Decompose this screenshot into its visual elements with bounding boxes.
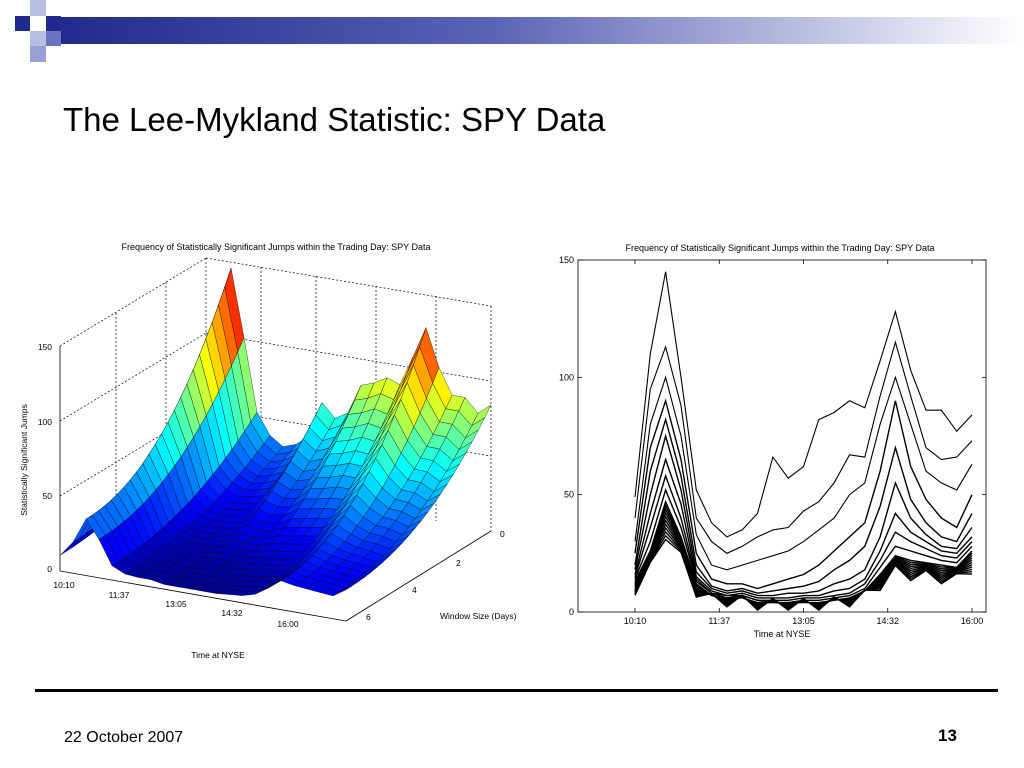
y-tick-label: 4: [412, 585, 417, 595]
x-tick-label: 14:32: [221, 608, 243, 618]
x-tick-label: 13:05: [165, 599, 187, 609]
page-number: 13: [938, 726, 957, 745]
line-chart: Frequency of Statistically Significant J…: [559, 243, 987, 639]
line-chart-series: [634, 271, 973, 612]
x-tick-label: 13:05: [792, 616, 815, 626]
series-line: [634, 433, 973, 597]
x-axis-label: Time at NYSE: [754, 629, 811, 639]
series-line: [634, 375, 973, 571]
corner-square-5: [46, 31, 61, 46]
corner-square-4: [30, 31, 46, 46]
y-tick-label: 0: [500, 529, 505, 539]
surface-axes: [59, 346, 492, 622]
y-tick-label: 100: [559, 372, 574, 382]
footer-rule: [35, 689, 998, 692]
x-tick-label: 16:00: [961, 616, 984, 626]
surface-patch: [59, 537, 80, 556]
header-gradient-bar: [60, 17, 1024, 44]
line-chart-ticks: 0 50 100 150 10:10 11:37 13:05 14:32 16:00: [559, 255, 986, 626]
y-tick-label: 150: [559, 255, 574, 265]
surface-chart: Frequency of Statistically Significant J…: [19, 242, 517, 660]
x-tick-label: 16:00: [277, 619, 299, 629]
surface-patch: [332, 585, 353, 597]
x-tick-label: 10:10: [53, 580, 75, 590]
z-ticks: 150 100 50 0: [38, 342, 52, 574]
footer-date: 22 October 2007: [64, 729, 184, 746]
surface-ridges: [59, 267, 492, 597]
x-tick-label: 14:32: [876, 616, 899, 626]
series-line: [634, 417, 973, 594]
surface-chart-title: Frequency of Statistically Significant J…: [122, 242, 431, 252]
corner-square-6: [30, 46, 46, 62]
z-tick-label: 0: [47, 564, 52, 574]
x-tick-label: 10:10: [624, 616, 647, 626]
y-ticks: 0 2 4 6: [366, 529, 505, 622]
corner-square-3: [46, 16, 61, 31]
z-tick-label: 50: [43, 491, 53, 501]
series-line: [634, 398, 973, 590]
y-tick-label: 0: [569, 607, 574, 617]
x-axis-label: Time at NYSE: [191, 650, 245, 660]
corner-square-1: [15, 16, 30, 31]
z-tick-label: 100: [38, 417, 52, 427]
corner-decoration: [15, 0, 1024, 62]
series-line: [634, 538, 973, 612]
y-tick-label: 6: [366, 612, 371, 622]
z-tick-label: 150: [38, 342, 52, 352]
series-line: [634, 457, 973, 599]
line-chart-title: Frequency of Statistically Significant J…: [626, 243, 935, 253]
y-tick-label: 50: [564, 490, 574, 500]
series-line: [634, 340, 973, 554]
surface-patch: [66, 533, 86, 552]
corner-square-2: [30, 0, 46, 16]
x-tick-label: 11:37: [708, 616, 730, 626]
slide-title: The Lee-Mykland Statistic: SPY Data: [63, 101, 606, 138]
y-axis-label: Window Size (Days): [440, 611, 517, 621]
z-axis-label: Statistically Significant Jumps: [19, 404, 29, 516]
x-tick-label: 11:37: [109, 590, 130, 600]
x-ticks: 10:10 11:37 13:05 14:32 16:00: [53, 580, 299, 629]
y-tick-label: 2: [456, 558, 461, 568]
series-line: [634, 271, 973, 538]
